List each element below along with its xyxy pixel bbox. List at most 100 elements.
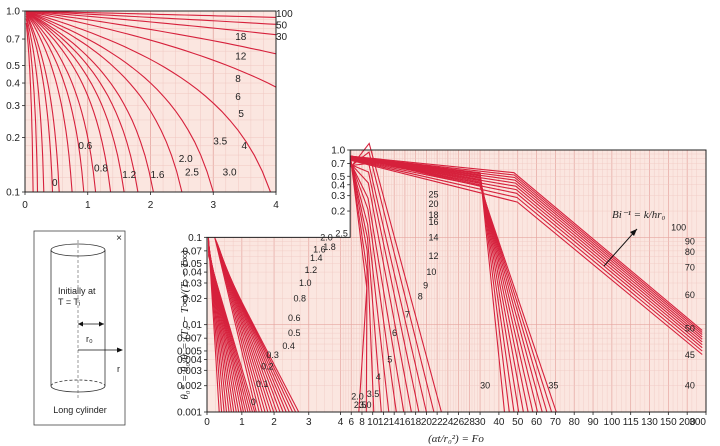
chart1-curve-label: 3.5 (213, 137, 227, 148)
chart2-plot-area: 00.10.20.30.40.50.60.81.01.21.41.61.82.0… (177, 142, 707, 445)
chart1-series-line (25, 12, 85, 193)
chart1-x-tick-label: 2 (148, 200, 154, 211)
chart2-curve-label: 90 (685, 236, 695, 246)
chart1-curve-label: 12 (235, 52, 247, 63)
chart2-x-tick-label: 18 (410, 417, 422, 428)
chart2-curve-label: 0.2 (261, 362, 274, 372)
chart2-curve-label: 18 (429, 210, 439, 220)
chart2-curve-label: 0 (251, 397, 256, 407)
chart2-curve-label: 6 (392, 328, 397, 338)
chart1-y-tick-label: 0.3 (6, 101, 20, 112)
chart2-x-tick-label: 16 (399, 417, 411, 428)
chart2-series-line (350, 159, 703, 355)
chart1-series-line (26, 10, 277, 25)
chart2-curve-label: 45 (685, 350, 695, 360)
chart2-series-line (350, 162, 405, 413)
chart1-curve-label: 8 (235, 74, 241, 85)
chart2-curve-label: 70 (685, 263, 695, 273)
chart1-plot-area: 1005030181286543.53.02.52.01.61.20.80.60… (6, 7, 293, 212)
chart2-x-tick-label: 4 (338, 417, 344, 428)
chart2-curve-label: 16 (429, 217, 439, 227)
chart2-y-tick-label: 0.002 (177, 381, 202, 392)
cylinder-panel (33, 230, 126, 426)
chart1-curve-label: 6 (235, 92, 241, 103)
chart2-curve-label: 14 (429, 232, 439, 242)
chart2-curve-label: 20 (429, 199, 439, 209)
chart1-series-line (26, 10, 277, 36)
cylinder-caption: Long cylinder (53, 405, 107, 415)
chart1-y-tick-label: 0.7 (6, 35, 20, 46)
chart1-curve-label: 18 (235, 32, 247, 43)
chart2-curve-label: 1.6 (313, 244, 326, 254)
chart2-x-tick-label: 50 (512, 417, 524, 428)
chart2-x-tick-label: 22 (432, 417, 444, 428)
chart1-series-line (26, 11, 154, 193)
chart1-series-line (25, 14, 54, 193)
chart2-y-tick-label: 0.001 (177, 408, 202, 419)
chart1-y-tick-label: 0.1 (6, 188, 20, 199)
chart2-curve-label: 5 (387, 354, 392, 364)
chart1-y-tick-label: 0.5 (6, 61, 20, 72)
chart2-background (207, 150, 706, 412)
chart2-series-line (350, 158, 703, 346)
chart2-x-tick-label: 30 (475, 417, 487, 428)
chart2-series-line (350, 164, 420, 413)
chart2-series-line (214, 238, 260, 413)
chart2-y-tick-label: 0.04 (183, 268, 203, 279)
chart2-curve-label: 100 (671, 222, 686, 232)
chart2-series-line (350, 156, 703, 338)
chart2-curve-label: 0.6 (288, 313, 301, 323)
chart2-x-tick-label: 115 (623, 417, 639, 428)
chart2-curve-label: 80 (685, 247, 695, 257)
chart2-y-tick-label: 0.7 (331, 159, 345, 170)
chart2-x-tick-label: 70 (550, 417, 562, 428)
r-arrow-icon (117, 347, 123, 353)
chart2-x-tick-label: 0 (204, 417, 210, 428)
chart2-x-tick-label: 12 (378, 417, 390, 428)
chart2-curve-label: 35 (548, 381, 558, 391)
chart1-series-line (25, 13, 60, 193)
chart1-curve-label: 2.5 (185, 168, 199, 179)
chart2-series-line (350, 159, 375, 413)
chart2-x-tick-label: 20 (421, 417, 433, 428)
chart1-series-line (26, 11, 139, 193)
chart2-curve-label: 0.1 (256, 379, 269, 389)
chart1-x-tick-label: 0 (22, 200, 28, 211)
initial-label-2: T = Tᵢ (58, 297, 80, 307)
chart1-curve-label: 30 (276, 32, 288, 43)
chart2-curve-label: 0.4 (282, 341, 295, 351)
bi-arrow-head-icon (630, 229, 637, 236)
chart2-x-tick-label: 26 (453, 417, 465, 428)
chart2-ylabel: θ₀* = θ₀/θᵢ = (T₀ − T∞)/(Tᵢ − T∞) (179, 250, 191, 400)
chart2-series-line (350, 157, 703, 343)
chart2-y-tick-label: 0.007 (177, 334, 202, 345)
chart2-series-line (223, 268, 300, 413)
chart2-curve-label: 25 (429, 189, 439, 199)
bi-annotation: Bi⁻¹ = k/hr₀ (612, 209, 666, 221)
chart2-curve-label: 60 (685, 290, 695, 300)
chart1-series-line (26, 10, 277, 88)
chart2-curve-label: 4 (376, 372, 381, 382)
chart2-x-tick-label: 1 (239, 417, 245, 428)
chart2-curve-label: 50 (685, 324, 695, 334)
chart2-series-line (350, 156, 703, 336)
chart2-curve-label: 1.8 (323, 242, 336, 252)
close-icon[interactable]: × (116, 233, 122, 244)
r0-label: r₀ (86, 334, 93, 344)
chart2-x-tick-label: 300 (689, 417, 706, 428)
chart2-curve-label: 30 (480, 381, 490, 391)
chart1-y-tick-label: 0.2 (6, 133, 20, 144)
chart2-series-line (350, 157, 703, 340)
chart2-curve-label: 12 (429, 251, 439, 261)
chart2-curve-label: 40 (685, 381, 695, 391)
chart2-curve-label: 7 (405, 310, 410, 320)
chart1-series-line (26, 10, 272, 193)
chart2-series-line (207, 255, 256, 413)
chart2-series-line (350, 155, 703, 331)
chart2-y-tick-label: 0.07 (183, 246, 203, 257)
chart2-curve-label: 0.3 (266, 350, 279, 360)
chart2-x-tick-label: 150 (660, 417, 677, 428)
initial-label-1: Initially at (58, 286, 96, 296)
chart1-curve-label: 2.0 (179, 154, 193, 165)
